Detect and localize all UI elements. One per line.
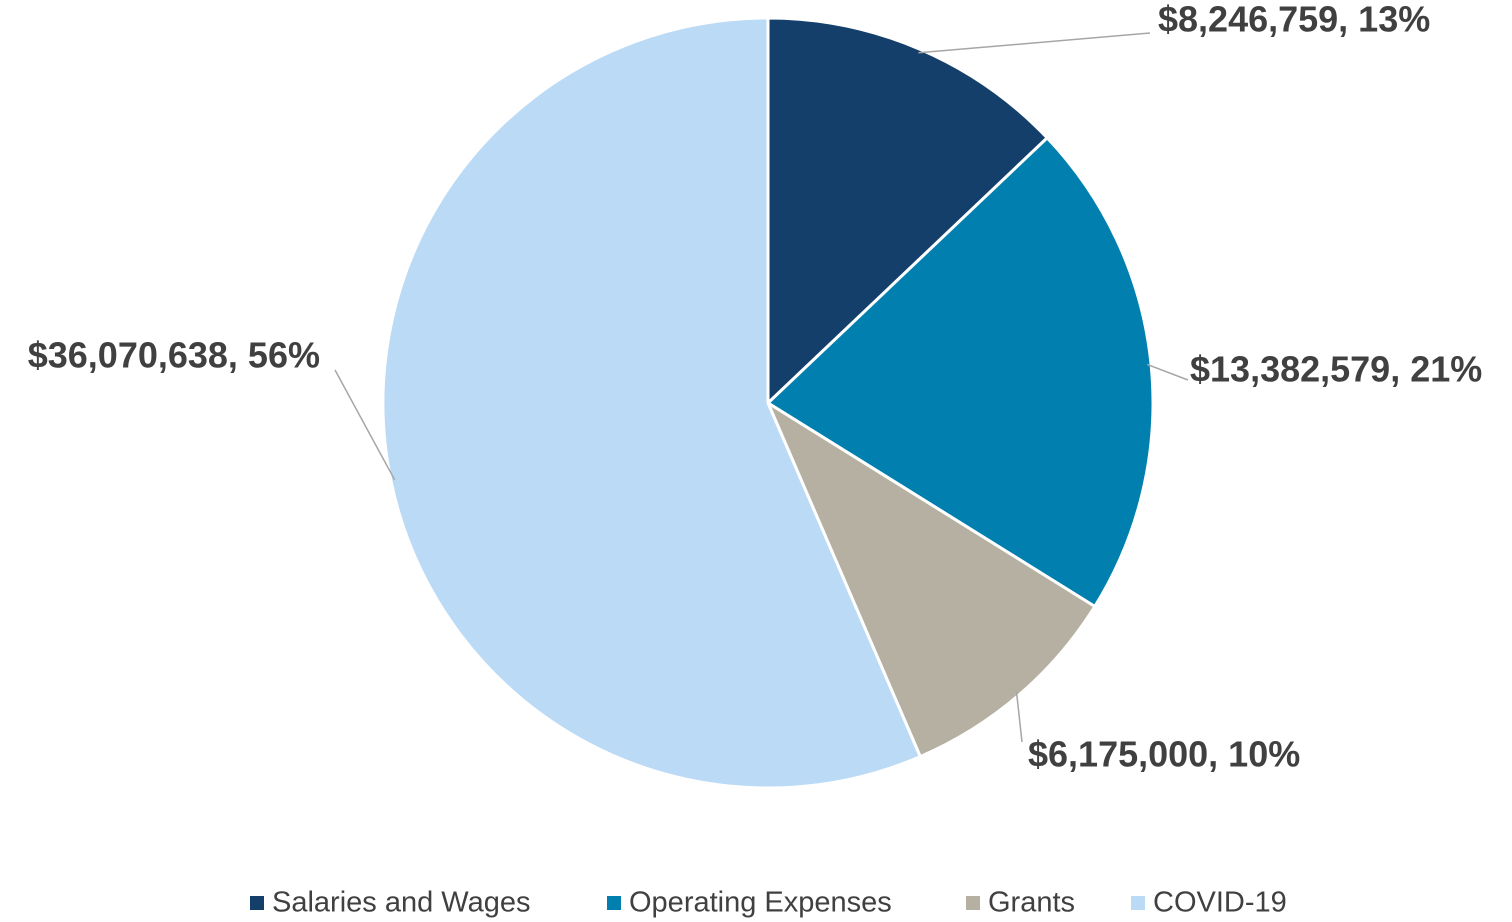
leader-line: [334, 369, 396, 481]
value-label: $36,070,638, 56%: [28, 335, 320, 376]
pie-slice: [765, 135, 1155, 609]
legend-swatch: [966, 896, 980, 910]
legend-label: Operating Expenses: [629, 887, 892, 919]
value-label: $13,382,579, 21%: [1190, 349, 1482, 390]
legend-label: Salaries and Wages: [272, 887, 530, 919]
leader-line: [1015, 691, 1023, 743]
legend-label: COVID-19: [1153, 887, 1287, 919]
pie-slice: [381, 16, 923, 790]
leader-line: [918, 32, 1151, 54]
pie-slice: [766, 16, 1050, 407]
pie-slice: [764, 399, 1097, 759]
legend-swatch: [1131, 896, 1145, 910]
value-label: $8,246,759, 13%: [1158, 0, 1430, 40]
leader-line: [1146, 363, 1189, 381]
value-label: $6,175,000, 10%: [1028, 734, 1300, 775]
legend-swatch: [250, 896, 264, 910]
legend-label: Grants: [988, 887, 1075, 919]
legend-swatch: [607, 896, 621, 910]
